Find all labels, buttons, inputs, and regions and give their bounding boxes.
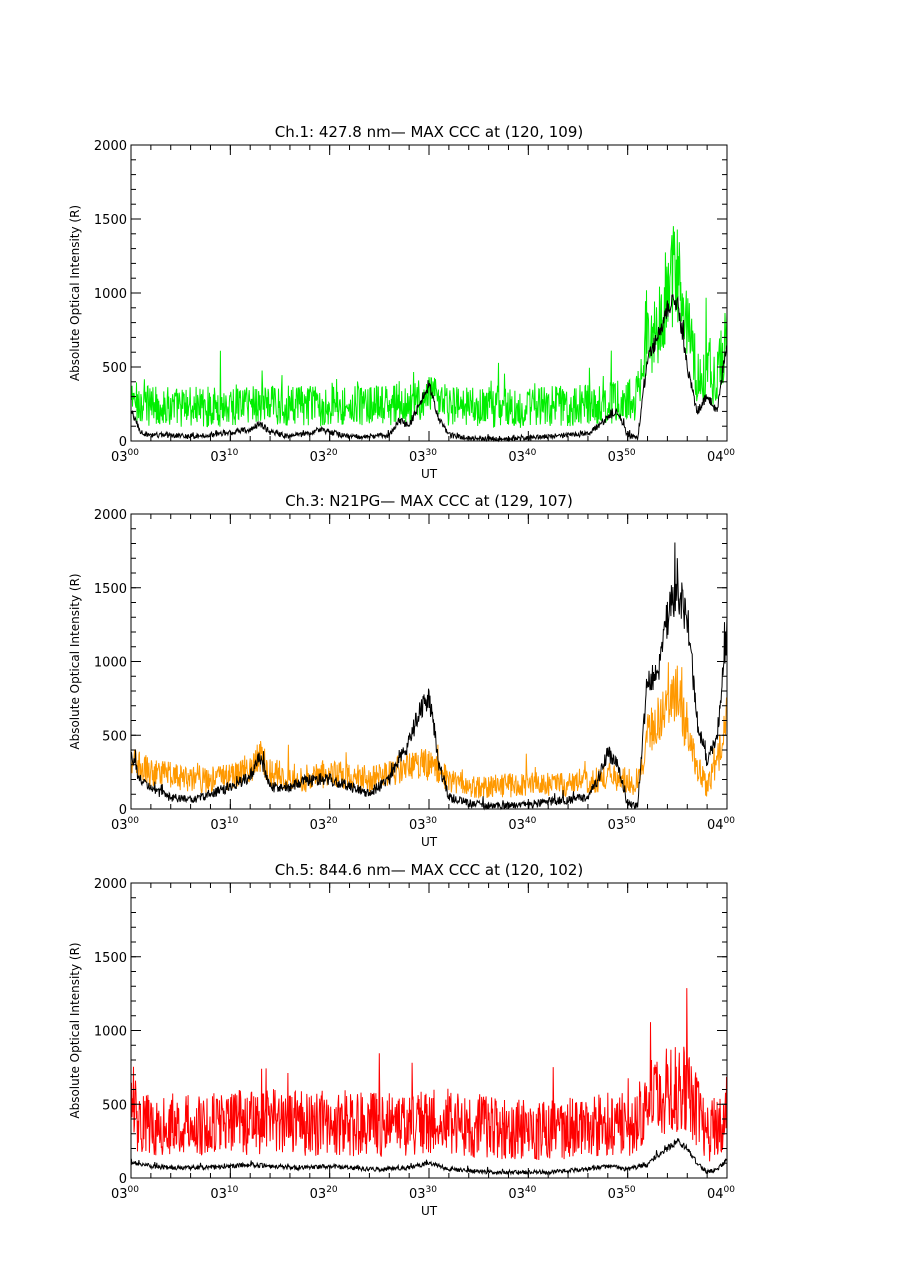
x-tick-label: 0330 (409, 448, 437, 465)
x-tick-label: 0310 (210, 1185, 238, 1202)
y-tick-label: 1500 (94, 213, 127, 228)
x-tick-label: 0400 (707, 816, 735, 833)
x-tick-label: 0330 (409, 1185, 437, 1202)
y-tick-label: 1000 (94, 287, 127, 302)
x-tick-label: 0330 (409, 816, 437, 833)
y-axis-label: Absolute Optical Intensity (R) (68, 942, 82, 1118)
y-tick-label: 0 (119, 435, 127, 450)
y-tick-label: 0 (119, 1172, 127, 1187)
chart-panel-1: Ch.1: 427.8 nm— MAX CCC at (120, 109) 0 50… (68, 123, 735, 481)
y-tick-label: 1000 (94, 1025, 127, 1040)
y-tick-label: 500 (102, 361, 127, 376)
y-tick-label: 2000 (94, 877, 127, 892)
y-tick-label: 1500 (94, 951, 127, 966)
chart-panel-2: Ch.3: N21PG— MAX CCC at (129, 107) 0 500 10… (68, 492, 735, 849)
y-axis-label: Absolute Optical Intensity (R) (68, 573, 82, 749)
y-tick-label: 2000 (94, 139, 127, 154)
x-tick-label: 0320 (310, 448, 338, 465)
x-axis-label: UT (421, 1204, 438, 1218)
x-tick-label: 0320 (310, 816, 338, 833)
x-tick-label: 0300 (111, 816, 139, 833)
y-tick-label: 500 (102, 729, 127, 744)
x-axis-label: UT (421, 835, 438, 849)
y-tick-label: 1000 (94, 656, 127, 671)
y-tick-label: 2000 (94, 508, 127, 523)
x-tick-label: 0350 (608, 448, 636, 465)
chart-panel-3: Ch.5: 844.6 nm— MAX CCC at (120, 102) 0 50… (68, 861, 735, 1218)
x-tick-label: 0340 (508, 448, 536, 465)
x-tick-label: 0400 (707, 448, 735, 465)
chart-title: Ch.1: 427.8 nm— MAX CCC at (120, 109) (275, 123, 584, 141)
x-tick-label: 0320 (310, 1185, 338, 1202)
series-line-1 (130, 662, 728, 799)
y-axis-label: Absolute Optical Intensity (R) (68, 205, 82, 381)
chart-title: Ch.5: 844.6 nm— MAX CCC at (120, 102) (275, 861, 584, 879)
x-tick-label: 0340 (508, 816, 536, 833)
y-tick-label: 500 (102, 1098, 127, 1113)
x-tick-label: 0350 (608, 816, 636, 833)
y-tick-label: 0 (119, 803, 127, 818)
x-tick-label: 0400 (707, 1185, 735, 1202)
x-tick-label: 0310 (210, 448, 238, 465)
series-line-1 (130, 226, 728, 428)
series-line-1 (130, 988, 728, 1162)
y-tick-label: 1500 (94, 582, 127, 597)
x-tick-label: 0300 (111, 1185, 139, 1202)
x-axis-label: UT (421, 467, 438, 481)
chart-title: Ch.3: N21PG— MAX CCC at (129, 107) (285, 492, 573, 510)
x-tick-label: 0300 (111, 448, 139, 465)
x-tick-label: 0310 (210, 816, 238, 833)
x-tick-label: 0350 (608, 1185, 636, 1202)
x-tick-label: 0340 (508, 1185, 536, 1202)
